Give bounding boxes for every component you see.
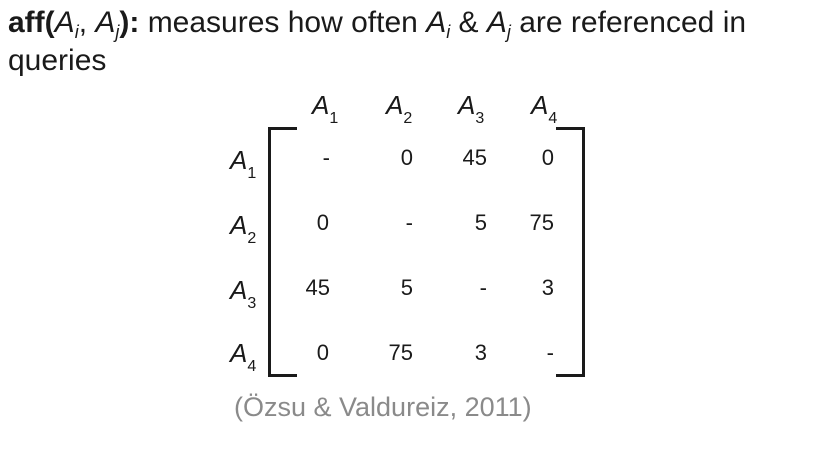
mid-letter-1: A [426,6,447,39]
row-header-subscript: 3 [247,295,257,312]
row-header: A3 [230,275,256,312]
row-header-subscript: 4 [247,358,257,375]
arg2-subscript: j [115,22,120,42]
column-header-letter: A [458,90,476,120]
arg1-letter: A [54,6,75,39]
matrix-cell: - [322,145,330,170]
row-header: A4 [230,338,256,375]
row-header-letter: A [230,210,248,240]
matrix-left-bracket [268,127,297,377]
slide-heading: aff(Ai, Aj): measures how often Ai & Aj … [8,4,824,80]
column-header: A3 [458,90,484,127]
citation: (Özsu & Valdureiz, 2011) [234,392,532,422]
matrix-cell: 0 [316,210,329,235]
open-paren: ( [44,6,55,39]
heading-ampersand: & [450,6,487,39]
column-header-letter: A [312,90,330,120]
arg1-subscript: i [74,22,79,42]
column-header: A2 [386,90,412,127]
matrix-cell: 45 [305,275,330,300]
mid-letter-2: A [486,6,507,39]
column-header-subscript: 4 [548,110,558,127]
mid-subscript-2: j [506,22,511,42]
heading-text-part1: measures how often [139,6,427,39]
function-name: aff [8,6,45,39]
row-header-letter: A [230,275,248,305]
matrix-cell: 3 [474,340,487,365]
column-header-letter: A [386,90,404,120]
matrix-cell: 0 [316,340,329,365]
column-header-subscript: 2 [403,110,413,127]
matrix-right-bracket [556,127,585,377]
matrix-cell: 0 [541,145,554,170]
row-header-letter: A [230,338,248,368]
column-header-letter: A [531,90,549,120]
close-paren-colon: ): [119,6,140,39]
column-header-subscript: 1 [329,110,339,127]
column-header: A4 [531,90,557,127]
column-header: A1 [312,90,338,127]
matrix-cell: 5 [400,275,413,300]
arg-comma: , [78,6,96,39]
matrix-cell: 75 [529,210,554,235]
matrix-cell: - [546,340,554,365]
row-header: A1 [230,145,256,182]
matrix-cell: 3 [541,275,554,300]
matrix-cell: 75 [388,340,413,365]
mid-subscript-1: i [446,22,451,42]
heading-text-part2: are referenced in queries [8,6,747,77]
row-header-letter: A [230,145,248,175]
row-header-subscript: 2 [247,230,257,247]
matrix-cell: - [479,275,487,300]
row-header-subscript: 1 [247,165,257,182]
row-header: A2 [230,210,256,247]
arg2-letter: A [95,6,116,39]
matrix-cell: 0 [400,145,413,170]
matrix-cell: 45 [462,145,487,170]
matrix-cell: - [405,210,413,235]
column-header-subscript: 3 [475,110,485,127]
matrix-cell: 5 [474,210,487,235]
